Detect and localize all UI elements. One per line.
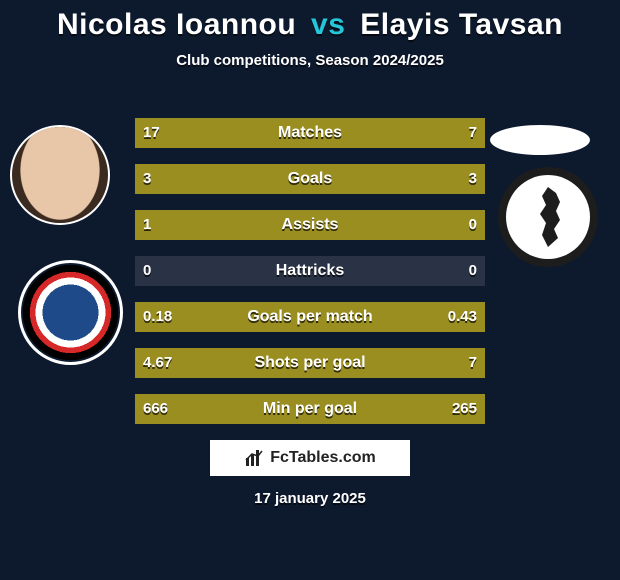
stat-label: Assists <box>135 210 485 240</box>
page-title: Nicolas Ioannou vs Elayis Tavsan <box>0 0 620 42</box>
face-placeholder <box>12 127 108 223</box>
cesena-logo <box>506 175 590 259</box>
stat-row: 00Hattricks <box>135 256 485 286</box>
subtitle: Club competitions, Season 2024/2025 <box>0 52 620 69</box>
bar-chart-icon <box>244 448 264 468</box>
stat-row: 10Assists <box>135 210 485 240</box>
stat-label: Matches <box>135 118 485 148</box>
stat-row: 33Goals <box>135 164 485 194</box>
stat-label: Goals per match <box>135 302 485 332</box>
stat-label: Goals <box>135 164 485 194</box>
stat-row: 0.180.43Goals per match <box>135 302 485 332</box>
stat-row: 4.677Shots per goal <box>135 348 485 378</box>
player2-name: Elayis Tavsan <box>360 8 563 41</box>
brand-text: FcTables.com <box>270 449 376 467</box>
stat-label: Min per goal <box>135 394 485 424</box>
sampdoria-logo <box>18 260 123 365</box>
date-text: 17 january 2025 <box>0 490 620 507</box>
player1-name: Nicolas Ioannou <box>57 8 296 41</box>
stat-label: Hattricks <box>135 256 485 286</box>
seahorse-icon <box>528 187 568 247</box>
vs-text: vs <box>311 8 345 41</box>
stat-label: Shots per goal <box>135 348 485 378</box>
stat-row: 666265Min per goal <box>135 394 485 424</box>
player1-photo <box>10 125 110 225</box>
stat-row: 177Matches <box>135 118 485 148</box>
player2-photo <box>490 125 590 155</box>
comparison-chart: 177Matches 33Goals 10Assists 00Hattricks 0.1… <box>135 118 485 440</box>
fctables-brand: FcTables.com <box>210 440 410 476</box>
